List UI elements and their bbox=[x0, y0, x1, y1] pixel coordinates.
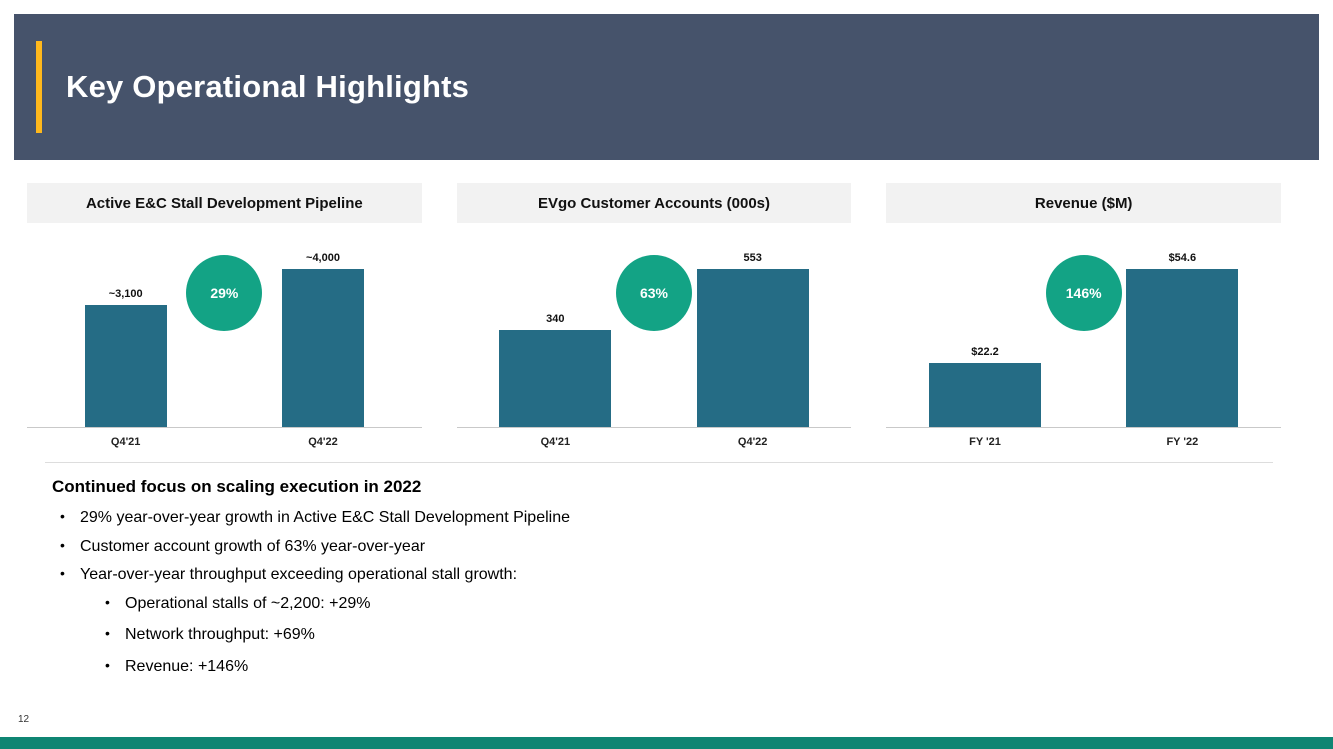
growth-badge: 63% bbox=[616, 255, 692, 331]
bar-value-label: 553 bbox=[743, 252, 762, 264]
chart-panel-customer-accounts: EVgo Customer Accounts (000s) 63% 340 55… bbox=[456, 183, 852, 448]
bar-value-label: ~4,000 bbox=[306, 252, 340, 264]
x-tick-label: Q4'21 bbox=[110, 436, 141, 448]
chart-panel-pipeline: Active E&C Stall Development Pipeline 29… bbox=[27, 183, 422, 448]
bar-value-label: $22.2 bbox=[971, 346, 999, 358]
bullet-item: Year-over-year throughput exceeding oper… bbox=[45, 566, 1273, 584]
x-tick-label: Q4'21 bbox=[540, 436, 571, 448]
plot-area: 340 553 bbox=[456, 243, 852, 428]
bar bbox=[84, 305, 167, 427]
page-number: 12 bbox=[18, 714, 30, 725]
bullet-item: 29% year-over-year growth in Active E&C … bbox=[45, 509, 1273, 527]
x-tick-label: FY '22 bbox=[1166, 436, 1199, 448]
bar-chart-pipeline: 29% ~3,100 ~4,000 Q4'21 Q4'22 bbox=[27, 243, 422, 448]
bar-column: ~3,100 bbox=[27, 288, 224, 427]
bullet-item: Customer account growth of 63% year-over… bbox=[45, 538, 1273, 556]
chart-title: EVgo Customer Accounts (000s) bbox=[456, 183, 852, 223]
footer-bar bbox=[0, 737, 1333, 749]
bar bbox=[929, 363, 1041, 427]
sub-bullet-item: Operational stalls of ~2,200: +29% bbox=[45, 595, 1273, 613]
slide-header: Key Operational Highlights bbox=[14, 14, 1319, 160]
bar-value-label: ~3,100 bbox=[108, 288, 143, 300]
bar bbox=[696, 269, 809, 427]
x-axis-labels: FY '21 FY '22 bbox=[886, 436, 1281, 448]
chart-title: Revenue ($M) bbox=[886, 183, 1282, 223]
bar-value-label: 340 bbox=[546, 313, 565, 325]
accent-bar bbox=[36, 41, 42, 133]
bar-column: $22.2 bbox=[886, 346, 1083, 427]
sub-bullet-item: Revenue: +146% bbox=[45, 658, 1273, 676]
bar bbox=[499, 330, 612, 427]
summary-section: Continued focus on scaling execution in … bbox=[45, 462, 1273, 690]
sub-bullet-item: Network throughput: +69% bbox=[45, 626, 1273, 644]
divider-line bbox=[45, 462, 1273, 463]
bar bbox=[281, 269, 364, 427]
plot-area: $22.2 $54.6 bbox=[886, 243, 1282, 428]
plot-area: ~3,100 ~4,000 bbox=[27, 243, 422, 428]
x-tick-label: Q4'22 bbox=[308, 436, 338, 448]
bar-column: 340 bbox=[457, 313, 654, 427]
x-axis-labels: Q4'21 Q4'22 bbox=[27, 436, 422, 448]
growth-badge: 146% bbox=[1045, 255, 1122, 331]
bar-value-label: $54.6 bbox=[1168, 252, 1197, 264]
bar-column: 553 bbox=[654, 252, 851, 427]
bar-chart-revenue: 146% $22.2 $54.6 FY '21 FY '22 bbox=[886, 243, 1282, 448]
charts-row: Active E&C Stall Development Pipeline 29… bbox=[27, 183, 1282, 448]
bar-chart-customer-accounts: 63% 340 553 Q4'21 Q4'22 bbox=[456, 243, 852, 448]
chart-panel-revenue: Revenue ($M) 146% $22.2 $54.6 FY '21 FY … bbox=[886, 183, 1282, 448]
summary-heading: Continued focus on scaling execution in … bbox=[52, 477, 422, 496]
bullet-list: 29% year-over-year growth in Active E&C … bbox=[45, 509, 1273, 584]
page-title: Key Operational Highlights bbox=[66, 69, 470, 104]
chart-title: Active E&C Stall Development Pipeline bbox=[27, 183, 422, 223]
bar-column: $54.6 bbox=[1084, 252, 1281, 427]
bar-column: ~4,000 bbox=[224, 252, 421, 427]
bar bbox=[1126, 269, 1239, 427]
growth-badge: 29% bbox=[186, 255, 263, 331]
x-tick-label: Q4'22 bbox=[737, 436, 768, 448]
x-axis-labels: Q4'21 Q4'22 bbox=[457, 436, 852, 448]
sub-bullet-list: Operational stalls of ~2,200: +29% Netwo… bbox=[45, 595, 1273, 676]
x-tick-label: FY '21 bbox=[969, 436, 1001, 448]
